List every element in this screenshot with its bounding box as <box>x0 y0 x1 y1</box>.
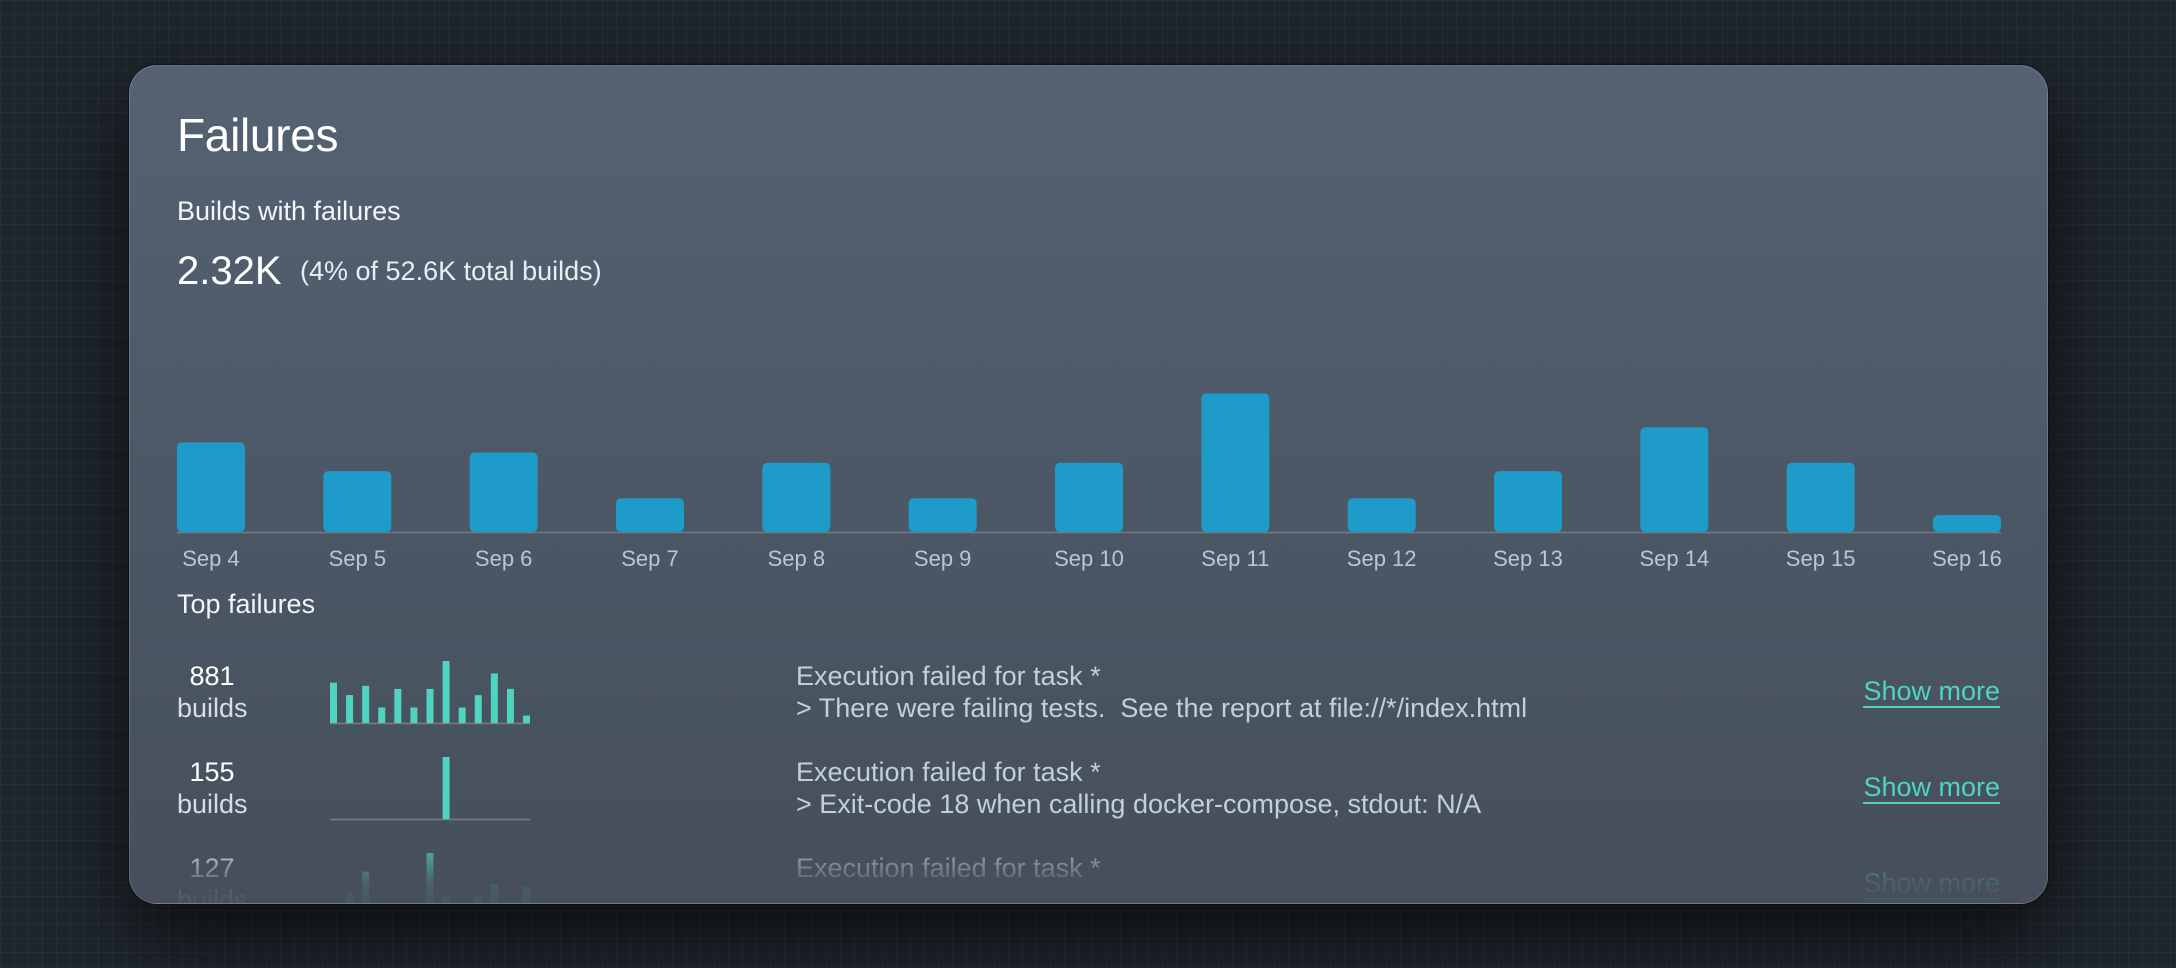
failure-build-unit: builds <box>177 693 248 723</box>
sparkline-bar <box>474 896 482 903</box>
sparkline-bar <box>506 688 514 723</box>
x-tick-label: Sep 4 <box>182 546 240 571</box>
bar-sep-7[interactable] <box>616 498 684 532</box>
bar-sep-10[interactable] <box>1055 462 1123 532</box>
sparkline-bar <box>426 688 434 723</box>
failure-build-count: 881 <box>189 661 235 691</box>
sparkline-bar <box>362 685 370 723</box>
bar-sep-5[interactable] <box>323 471 392 532</box>
sparkline-bar <box>346 695 354 723</box>
x-tick-label: Sep 7 <box>621 546 679 571</box>
sparkline-bar <box>442 757 450 819</box>
failure-message-title: Execution failed for task * <box>796 661 1101 691</box>
builds-with-failures-label: Builds with failures <box>177 196 401 226</box>
bar-sep-11[interactable] <box>1201 393 1270 532</box>
bar-sep-14[interactable] <box>1640 427 1709 532</box>
x-tick-label: Sep 15 <box>1786 546 1856 571</box>
sparkline-bar <box>346 893 354 903</box>
card-title: Failures <box>177 109 339 161</box>
failure-build-count: 155 <box>189 757 235 787</box>
failure-message-detail: > There were failing tests. See the repo… <box>796 693 1528 723</box>
bar-sep-8[interactable] <box>762 462 831 532</box>
sparkline-bar <box>426 853 434 903</box>
top-failures-list: 881 builds Execution failed for task * > Th… <box>130 66 2047 903</box>
failure-build-count: 127 <box>189 853 235 883</box>
sparkline-bar <box>506 902 514 903</box>
failure-count: 2.32K <box>177 249 282 293</box>
x-tick-label: Sep 6 <box>475 546 532 571</box>
failure-message-title: Execution failed for task * <box>796 853 1101 883</box>
failure-row: 155 builds Execution failed for task * > Ex… <box>130 752 2047 832</box>
bar-sep-9[interactable] <box>908 498 977 532</box>
x-tick-label: Sep 13 <box>1493 546 1563 571</box>
sparkline-bar <box>474 695 482 723</box>
x-tick-label: Sep 9 <box>914 546 972 571</box>
sparkline-bar <box>362 871 370 903</box>
failures-bar-chart: Sep 4 Sep 5 Sep 6 Sep 7 Sep 8 Sep 9 Sep 10 Sep … <box>177 393 2001 571</box>
x-tick-label: Sep 16 <box>1932 546 2001 571</box>
sparkline-bar <box>442 661 450 723</box>
x-tick-label: Sep 10 <box>1054 546 1124 571</box>
failure-percentage: (4% of 52.6K total builds) <box>300 256 602 286</box>
bar-sep-16[interactable] <box>1933 515 2001 532</box>
sparkline-bar <box>442 896 450 903</box>
sparkline-bar <box>330 682 337 723</box>
sparkline-bar <box>490 884 498 903</box>
failure-sparkline <box>330 661 530 725</box>
top-failures-title: Top failures <box>177 589 316 619</box>
bar-sep-15[interactable] <box>1786 462 1855 532</box>
x-tick-label: Sep 5 <box>329 546 387 571</box>
show-more-link[interactable]: Show more <box>1863 868 2000 900</box>
sparkline-bar <box>523 715 530 723</box>
bar-sep-12[interactable] <box>1347 498 1416 532</box>
sparkline-bar <box>410 707 418 723</box>
failure-row: 127 builds Execution failed for task * Show… <box>130 848 2047 904</box>
sparkline-bar <box>458 707 466 723</box>
failures-card: Failures Builds with failures 2.32K (4% … <box>129 65 2048 904</box>
failure-sparkline <box>346 853 530 903</box>
failure-message-detail: > Exit-code 18 when calling docker-compo… <box>796 789 1482 819</box>
failure-row: 881 builds Execution failed for task * > Th… <box>130 656 2047 736</box>
bar-sep-13[interactable] <box>1494 471 1562 532</box>
x-tick-label: Sep 8 <box>768 546 826 571</box>
sparkline-bar <box>394 688 402 723</box>
show-more-link[interactable]: Show more <box>1863 772 2000 804</box>
failure-build-unit: builds <box>177 885 248 904</box>
x-tick-label: Sep 11 <box>1201 546 1269 571</box>
sparkline-bar <box>490 673 498 723</box>
x-tick-label: Sep 14 <box>1639 546 1709 571</box>
show-more-link[interactable]: Show more <box>1863 676 2000 708</box>
bar-sep-4[interactable] <box>177 442 245 532</box>
failure-message-title: Execution failed for task * <box>796 757 1101 787</box>
sparkline-bar <box>378 707 386 723</box>
failure-build-unit: builds <box>177 789 248 819</box>
bar-sep-6[interactable] <box>469 452 538 532</box>
sparkline-bar <box>523 887 530 903</box>
x-tick-label: Sep 12 <box>1347 546 1417 571</box>
failure-sparkline <box>330 757 530 821</box>
